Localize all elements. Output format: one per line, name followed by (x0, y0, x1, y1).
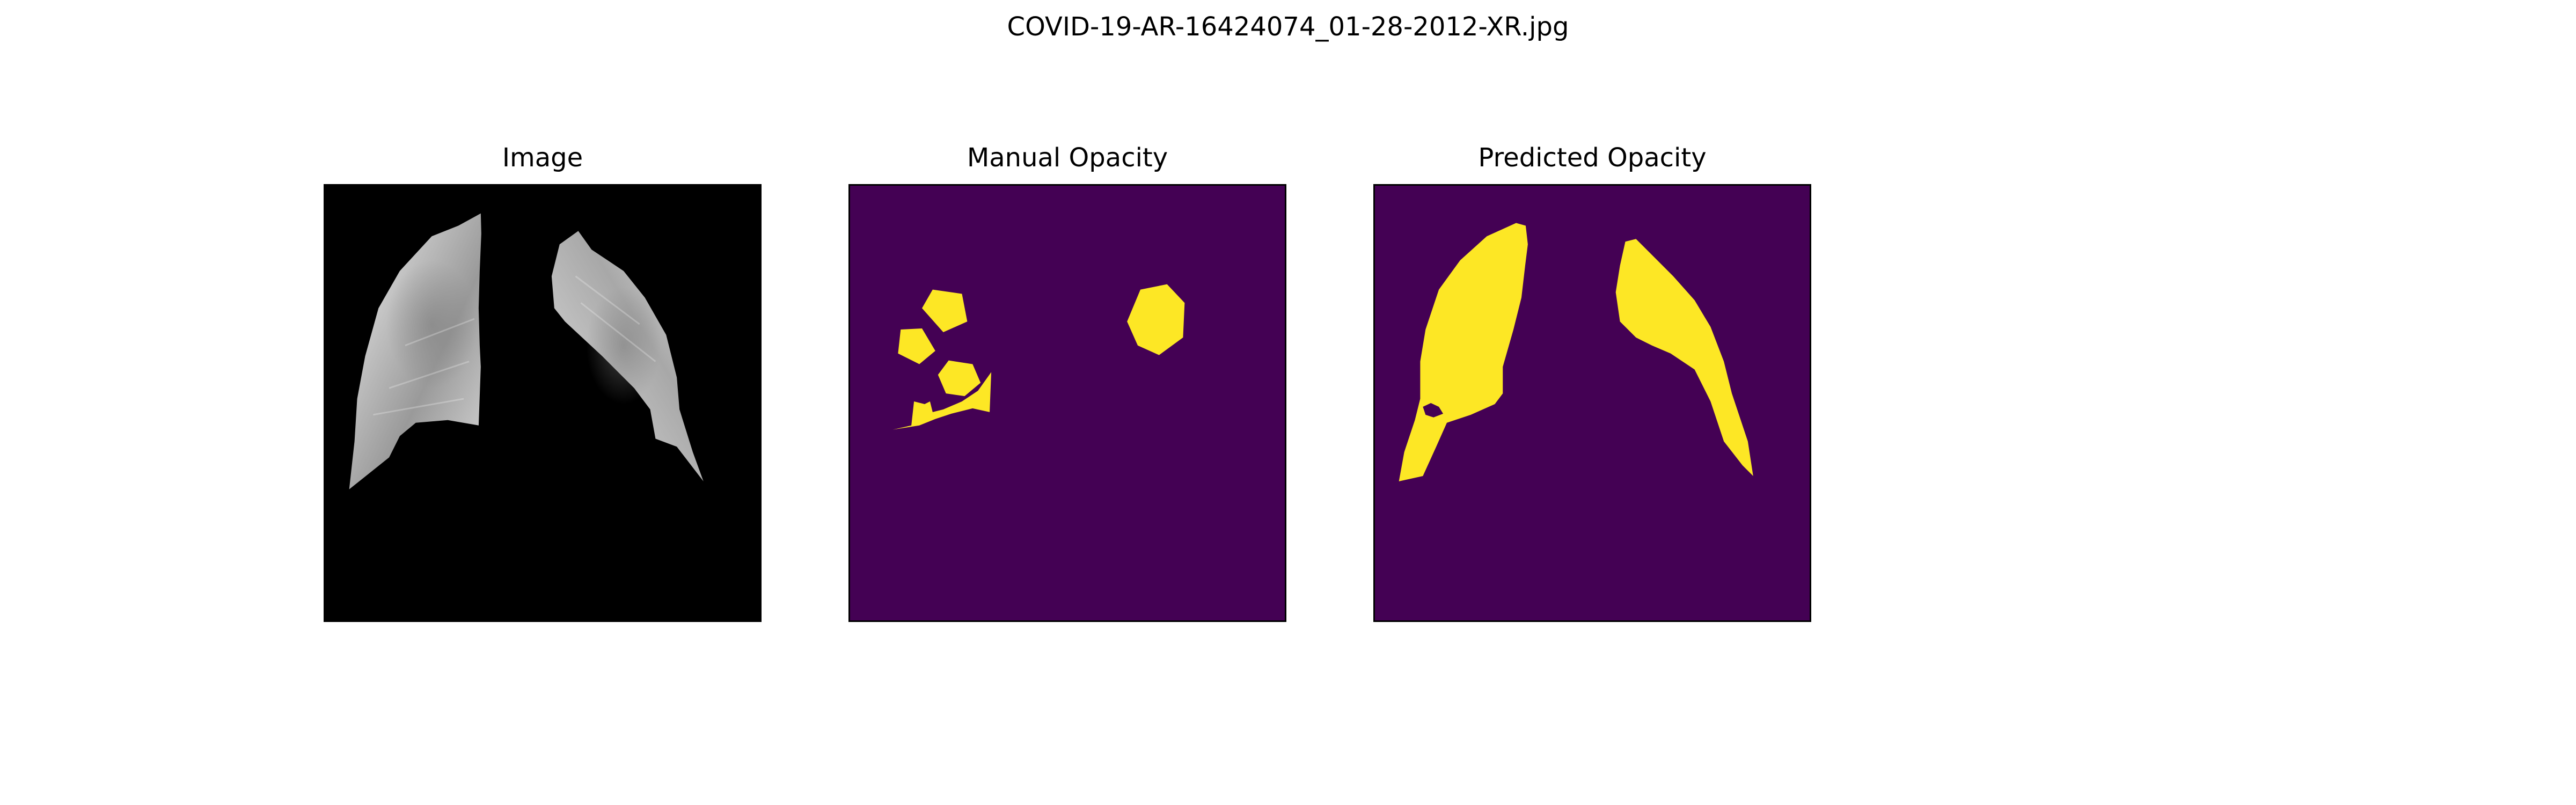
panel-image (324, 184, 762, 622)
manual-opacity-region (898, 328, 935, 364)
right-lung-opacity-shading (586, 287, 661, 404)
manual-opacity-mask (850, 186, 1285, 620)
manual-opacity-region (1127, 284, 1185, 355)
panel-manual-opacity (848, 184, 1286, 622)
rib-streaks (373, 275, 656, 416)
predicted-opacity-hole (1423, 403, 1444, 418)
figure-title: COVID-19-AR-16424074_01-28-2012-XR.jpg (1007, 12, 1569, 42)
panel-title-predicted-opacity: Predicted Opacity (1478, 143, 1707, 173)
predicted-opacity-mask (1375, 186, 1810, 620)
panel-title-manual-opacity: Manual Opacity (967, 143, 1168, 173)
panel-title-image: Image (502, 143, 583, 173)
manual-opacity-region (938, 360, 981, 397)
manual-opacity-region (922, 289, 968, 332)
manual-opacity-region (892, 372, 992, 430)
panel-predicted-opacity (1373, 184, 1811, 622)
predicted-opacity-right-lung (1615, 239, 1753, 476)
mask-background (850, 186, 1285, 620)
left-lung-opacity-shading (386, 260, 477, 389)
xray-lung-image (325, 186, 760, 620)
predicted-opacity-left-lung (1399, 223, 1528, 481)
